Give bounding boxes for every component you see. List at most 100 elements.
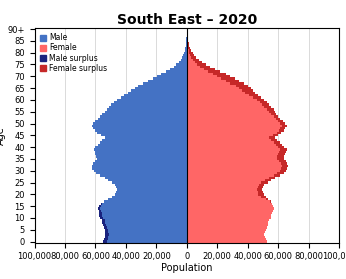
Bar bbox=[135, 87, 187, 89]
Bar bbox=[102, 219, 104, 222]
Bar bbox=[107, 108, 187, 110]
Bar bbox=[187, 141, 274, 144]
Bar bbox=[187, 177, 269, 179]
Bar bbox=[187, 92, 245, 94]
Bar bbox=[93, 162, 187, 165]
Bar bbox=[187, 205, 273, 207]
Bar bbox=[93, 122, 187, 125]
Bar bbox=[187, 151, 279, 153]
Bar bbox=[187, 207, 274, 210]
Bar bbox=[187, 198, 266, 200]
Bar bbox=[278, 153, 285, 155]
Bar bbox=[187, 42, 188, 44]
Bar bbox=[95, 129, 187, 132]
Bar bbox=[100, 115, 187, 118]
Bar bbox=[197, 63, 206, 66]
Bar bbox=[282, 165, 288, 167]
Bar bbox=[101, 205, 187, 207]
Bar bbox=[271, 139, 277, 141]
Bar bbox=[148, 80, 187, 82]
Bar bbox=[187, 40, 188, 42]
Bar bbox=[265, 179, 271, 181]
Bar bbox=[121, 96, 187, 99]
Bar bbox=[176, 63, 187, 66]
Bar bbox=[278, 146, 284, 148]
Bar bbox=[106, 222, 187, 224]
Bar bbox=[187, 170, 280, 172]
Bar bbox=[266, 198, 268, 200]
Bar bbox=[187, 37, 188, 40]
Bar bbox=[258, 186, 263, 188]
Bar bbox=[187, 188, 257, 191]
Bar bbox=[271, 113, 276, 115]
Bar bbox=[186, 40, 187, 42]
Y-axis label: Age: Age bbox=[0, 126, 6, 145]
Bar bbox=[281, 127, 285, 129]
Bar bbox=[262, 196, 266, 198]
Bar bbox=[195, 61, 202, 63]
Bar bbox=[187, 56, 191, 59]
Bar bbox=[187, 186, 258, 188]
Bar bbox=[273, 134, 278, 136]
Bar bbox=[269, 177, 275, 179]
Bar bbox=[186, 37, 187, 40]
Bar bbox=[108, 231, 187, 233]
Bar bbox=[260, 101, 267, 104]
Bar bbox=[187, 217, 271, 219]
Bar bbox=[100, 217, 103, 219]
Bar bbox=[187, 108, 267, 110]
Bar bbox=[104, 236, 108, 238]
Bar bbox=[187, 87, 239, 89]
Bar bbox=[208, 70, 220, 73]
Bar bbox=[98, 144, 187, 146]
Bar bbox=[187, 153, 278, 155]
Bar bbox=[187, 82, 230, 85]
Bar bbox=[193, 59, 199, 61]
Bar bbox=[187, 210, 273, 212]
Bar bbox=[103, 240, 107, 243]
Bar bbox=[269, 136, 275, 139]
Bar bbox=[226, 80, 239, 82]
Bar bbox=[280, 148, 286, 151]
Bar bbox=[187, 49, 189, 52]
Bar bbox=[190, 54, 194, 56]
Bar bbox=[187, 66, 200, 68]
Bar bbox=[179, 61, 187, 63]
Bar bbox=[111, 104, 187, 106]
Bar bbox=[128, 92, 187, 94]
Bar bbox=[187, 233, 264, 236]
Bar bbox=[170, 68, 187, 70]
Bar bbox=[243, 89, 253, 92]
Bar bbox=[102, 212, 187, 214]
Bar bbox=[187, 231, 265, 233]
Bar bbox=[187, 113, 271, 115]
Bar bbox=[102, 203, 187, 205]
Bar bbox=[187, 78, 221, 80]
Bar bbox=[108, 236, 187, 238]
Bar bbox=[278, 120, 283, 122]
Bar bbox=[187, 28, 188, 30]
Bar bbox=[102, 222, 106, 224]
Bar bbox=[187, 75, 217, 78]
Bar bbox=[92, 167, 187, 170]
Bar bbox=[187, 89, 243, 92]
Bar bbox=[103, 217, 187, 219]
Bar bbox=[104, 136, 187, 139]
Bar bbox=[184, 52, 187, 54]
Bar bbox=[187, 104, 262, 106]
Bar bbox=[187, 203, 272, 205]
Bar bbox=[187, 139, 271, 141]
Bar bbox=[131, 89, 187, 92]
Bar bbox=[95, 151, 187, 153]
Bar bbox=[108, 238, 187, 240]
Bar bbox=[187, 73, 213, 75]
Bar bbox=[98, 118, 187, 120]
Bar bbox=[187, 184, 259, 186]
Bar bbox=[99, 205, 101, 207]
Bar bbox=[112, 196, 187, 198]
Bar bbox=[187, 219, 269, 222]
Bar bbox=[101, 134, 187, 136]
Bar bbox=[253, 96, 262, 99]
Bar bbox=[187, 200, 270, 203]
Bar bbox=[187, 61, 195, 63]
